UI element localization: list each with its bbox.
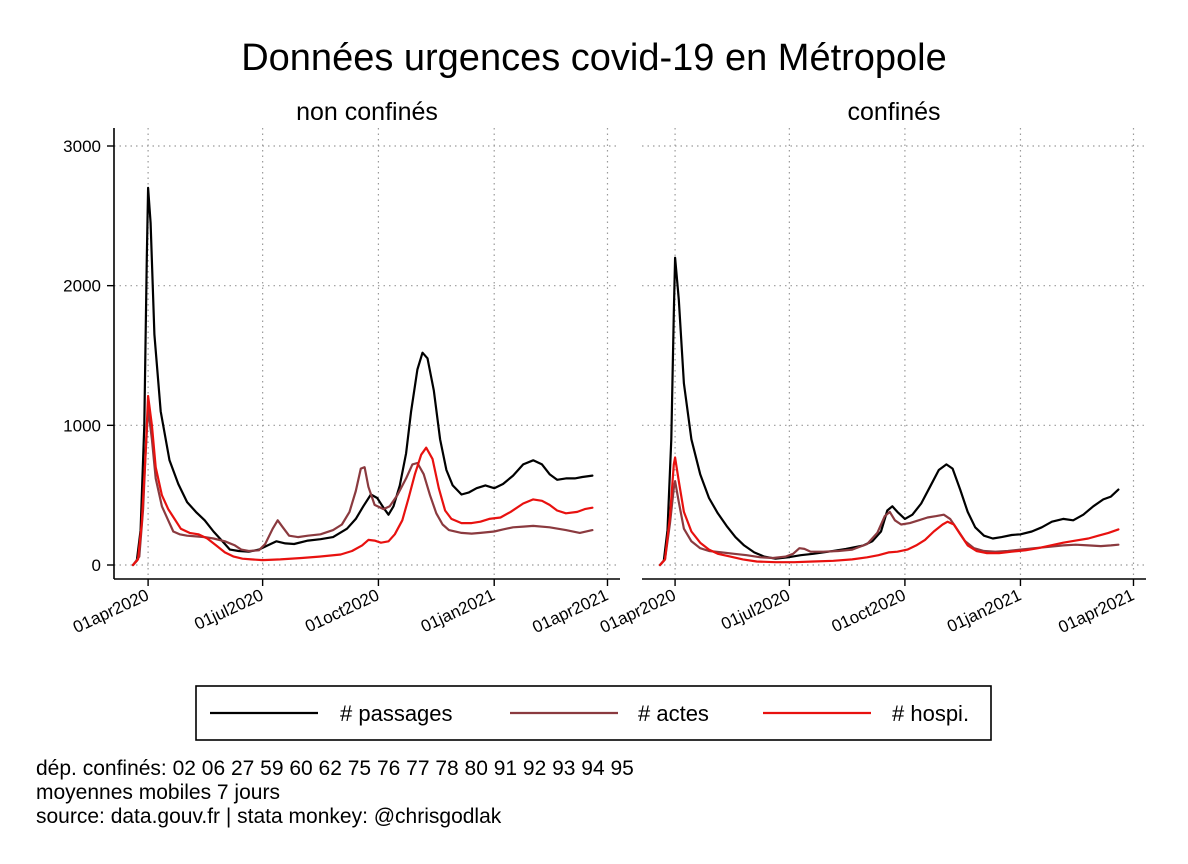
x-tick-label: 01apr2021 xyxy=(1055,585,1137,637)
x-tick-label: 01apr2021 xyxy=(529,585,611,637)
series-line-actes xyxy=(131,407,594,567)
legend-label-hospi: # hospi. xyxy=(892,701,969,726)
x-tick-label: 01apr2020 xyxy=(597,585,679,637)
x-tick-label: 01oct2020 xyxy=(302,585,382,636)
chart-title: Données urgences covid-19 en Métropole xyxy=(241,37,947,79)
panel-title: non confinés xyxy=(296,98,438,126)
note-smoothing: moyennes mobiles 7 jours xyxy=(36,781,280,804)
series-line-passages xyxy=(658,256,1120,567)
x-tick-label: 01jul2020 xyxy=(718,585,793,633)
y-tick-label: 1000 xyxy=(63,416,101,435)
x-tick-label: 01jul2020 xyxy=(191,585,266,633)
note-source: source: data.gouv.fr | stata monkey: @ch… xyxy=(36,805,502,828)
panel-2: confinés 01apr2020 01jul2020 01oct2020 01jan… xyxy=(597,98,1146,637)
series-line-hospi xyxy=(658,456,1120,567)
note-departments: dép. confinés: 02 06 27 59 60 62 75 76 7… xyxy=(36,757,634,780)
panel-1: non confinés 0 1000 2000 3000 01apr2020 01jul2… xyxy=(63,98,620,637)
x-tick-label: 01jan2021 xyxy=(944,585,1024,636)
x-tick-label: 01oct2020 xyxy=(829,585,909,636)
series-line-passages xyxy=(131,186,594,567)
legend-label-passages: # passages xyxy=(340,701,453,726)
panel-title: confinés xyxy=(847,98,940,126)
y-tick-label: 2000 xyxy=(63,277,101,296)
legend: # passages # actes # hospi. xyxy=(195,685,992,741)
series-line-hospi xyxy=(131,394,594,567)
y-tick-label: 3000 xyxy=(63,137,101,156)
x-tick-label: 01apr2020 xyxy=(70,585,152,637)
y-tick-label: 0 xyxy=(92,556,101,575)
legend-label-actes: # actes xyxy=(638,701,709,726)
x-tick-label: 01jan2021 xyxy=(418,585,498,636)
series-line-actes xyxy=(658,480,1120,567)
panels: non confinés 0 1000 2000 3000 01apr2020 01jul2… xyxy=(63,98,1146,637)
footnotes: dép. confinés: 02 06 27 59 60 62 75 76 7… xyxy=(36,757,634,829)
